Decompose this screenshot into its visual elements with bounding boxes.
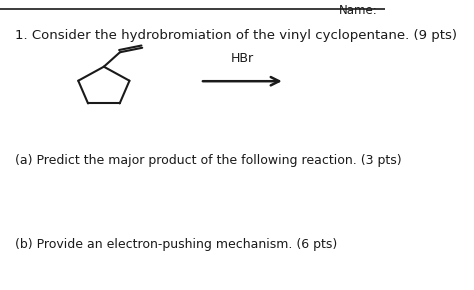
Text: 1. Consider the hydrobromiation of the vinyl cyclopentane. (9 pts): 1. Consider the hydrobromiation of the v… bbox=[15, 29, 457, 42]
Text: (a) Predict the major product of the following reaction. (3 pts): (a) Predict the major product of the fol… bbox=[15, 154, 402, 167]
Text: (b) Provide an electron-pushing mechanism. (6 pts): (b) Provide an electron-pushing mechanis… bbox=[15, 238, 337, 251]
Text: Name:: Name: bbox=[338, 4, 377, 17]
Text: HBr: HBr bbox=[231, 52, 254, 65]
